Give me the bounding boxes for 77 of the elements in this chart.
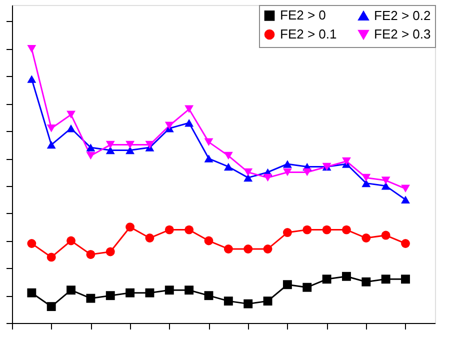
point <box>244 168 253 176</box>
point <box>224 152 233 160</box>
point <box>46 302 56 312</box>
legend-label: FE2 > 0.1 <box>280 26 337 42</box>
point <box>126 288 135 298</box>
point <box>322 225 332 234</box>
legend-label: FE2 > 0.2 <box>374 8 431 23</box>
point <box>302 168 312 176</box>
point <box>401 274 410 284</box>
point <box>27 239 36 248</box>
point <box>381 182 390 190</box>
point <box>86 144 96 152</box>
point <box>27 44 36 53</box>
point <box>263 296 272 306</box>
point <box>46 124 56 132</box>
point <box>401 239 410 248</box>
point <box>401 184 410 193</box>
point <box>164 286 174 295</box>
point <box>282 160 292 168</box>
point <box>302 225 312 234</box>
point <box>46 252 56 262</box>
point <box>381 176 390 184</box>
point <box>244 174 253 182</box>
point <box>381 274 390 284</box>
point <box>204 138 214 146</box>
point <box>126 222 135 232</box>
point <box>106 291 115 300</box>
point <box>126 140 135 149</box>
point <box>263 244 272 254</box>
point <box>224 244 233 254</box>
point <box>224 162 233 171</box>
point <box>322 274 332 284</box>
point <box>27 75 36 83</box>
point <box>27 288 36 298</box>
point <box>401 196 410 204</box>
point <box>204 291 214 300</box>
point <box>106 140 115 149</box>
point <box>66 236 76 246</box>
point <box>342 157 351 166</box>
point <box>145 288 154 298</box>
point <box>282 168 292 176</box>
legend-label: FE2 > 0.3 <box>374 26 431 42</box>
point <box>164 225 174 234</box>
point <box>362 277 371 286</box>
point <box>184 105 194 114</box>
point <box>86 152 96 160</box>
legend-label: FE2 > 0 <box>280 8 326 23</box>
point <box>244 299 253 308</box>
point <box>362 174 371 182</box>
point <box>362 234 371 242</box>
point <box>106 146 115 154</box>
point <box>66 286 76 295</box>
point <box>145 234 154 242</box>
point <box>342 225 351 234</box>
point <box>224 296 233 306</box>
point <box>282 228 292 237</box>
point <box>126 146 135 154</box>
point <box>66 110 76 119</box>
point <box>106 247 115 256</box>
point <box>302 282 312 292</box>
point <box>86 294 96 303</box>
point <box>362 179 371 188</box>
point <box>184 225 194 234</box>
point <box>86 250 96 259</box>
point <box>184 286 194 295</box>
point <box>244 244 253 254</box>
point <box>184 119 194 127</box>
point <box>381 230 390 240</box>
point <box>66 124 76 132</box>
point <box>263 174 272 182</box>
point <box>204 236 214 246</box>
point <box>204 154 214 162</box>
point <box>145 140 154 149</box>
point <box>164 122 174 130</box>
point <box>342 272 351 281</box>
point <box>46 140 56 149</box>
point <box>282 280 292 290</box>
